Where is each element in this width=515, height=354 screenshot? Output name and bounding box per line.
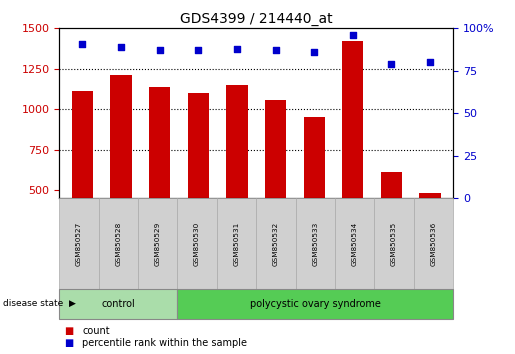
Text: ■: ■ <box>64 326 74 336</box>
Point <box>426 59 434 65</box>
Text: percentile rank within the sample: percentile rank within the sample <box>82 338 247 348</box>
Point <box>387 61 396 67</box>
Bar <box>149 87 170 271</box>
Point <box>78 41 87 46</box>
Text: GSM850527: GSM850527 <box>76 221 82 266</box>
Text: ■: ■ <box>64 338 74 348</box>
Text: GSM850536: GSM850536 <box>431 221 437 266</box>
Point <box>271 47 280 53</box>
Text: GSM850532: GSM850532 <box>273 221 279 266</box>
Text: GSM850533: GSM850533 <box>312 221 318 266</box>
Bar <box>342 41 364 271</box>
Bar <box>72 91 93 271</box>
Bar <box>419 193 441 271</box>
Text: GSM850529: GSM850529 <box>154 221 161 266</box>
Title: GDS4399 / 214440_at: GDS4399 / 214440_at <box>180 12 333 26</box>
Text: GSM850528: GSM850528 <box>115 221 122 266</box>
Text: polycystic ovary syndrome: polycystic ovary syndrome <box>250 298 381 309</box>
Bar <box>226 85 248 271</box>
Point <box>194 47 202 53</box>
Text: control: control <box>101 298 135 309</box>
Bar <box>187 93 209 271</box>
Point <box>349 32 357 38</box>
Text: GSM850535: GSM850535 <box>391 221 397 266</box>
Bar <box>265 99 286 271</box>
Bar <box>110 75 132 271</box>
Text: count: count <box>82 326 110 336</box>
Text: GSM850530: GSM850530 <box>194 221 200 266</box>
Point <box>310 49 318 55</box>
Point <box>156 47 164 53</box>
Text: GSM850534: GSM850534 <box>352 221 358 266</box>
Point <box>117 44 125 50</box>
Bar <box>303 117 325 271</box>
Text: disease state  ▶: disease state ▶ <box>3 299 76 308</box>
Bar <box>381 172 402 271</box>
Point <box>233 46 241 52</box>
Text: GSM850531: GSM850531 <box>233 221 239 266</box>
